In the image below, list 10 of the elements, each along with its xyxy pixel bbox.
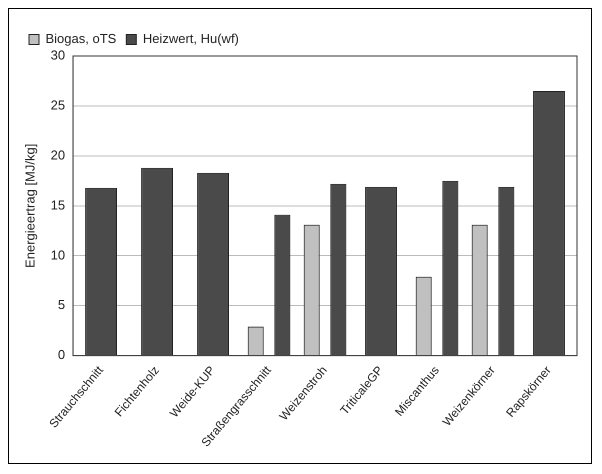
y-tick-label: 30 bbox=[50, 48, 66, 63]
y-tick-label: 20 bbox=[50, 147, 66, 162]
y-tick-label: 0 bbox=[58, 347, 66, 362]
legend-label: Biogas, oTS bbox=[46, 31, 117, 46]
y-tick-label: 25 bbox=[50, 98, 66, 113]
y-tick-label: 15 bbox=[50, 197, 66, 212]
y-axis-title: Energieertrag [MJ/kg] bbox=[22, 144, 38, 268]
y-tick-label: 5 bbox=[58, 297, 66, 312]
legend-label: Heizwert, Hu(wf) bbox=[142, 31, 239, 46]
y-tick-label: 10 bbox=[50, 247, 66, 262]
